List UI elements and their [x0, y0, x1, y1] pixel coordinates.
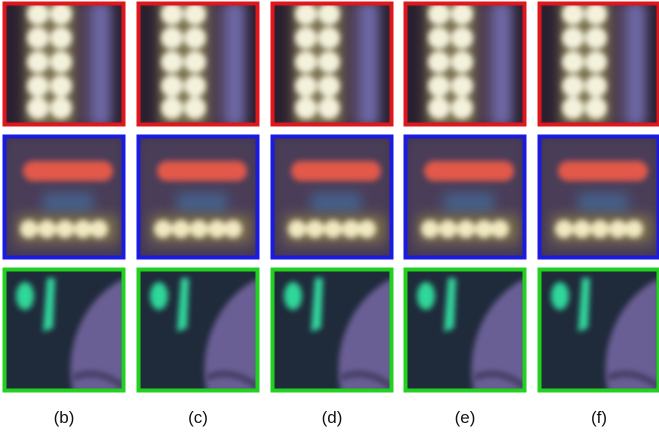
- crop-image: [404, 135, 526, 259]
- image-crop: [538, 135, 659, 259]
- crop-image: [404, 268, 526, 392]
- image-crop: [404, 135, 526, 259]
- image-crop: [3, 0, 125, 127]
- panel-label: (f): [591, 408, 607, 427]
- crop-image: [271, 268, 393, 392]
- crop-image: [271, 135, 393, 259]
- crop-image: [538, 268, 659, 392]
- panel-label: (b): [54, 408, 75, 427]
- crop-image: [404, 0, 526, 127]
- crop-image: [271, 0, 393, 127]
- image-crop: [538, 0, 659, 127]
- crop-image: [137, 268, 259, 392]
- crop-image: [137, 0, 259, 127]
- image-crop: [137, 0, 259, 127]
- crop-image: [3, 0, 125, 127]
- panel-label: (c): [188, 408, 208, 427]
- figure: (b) (c) (d) (e) (f): [0, 0, 659, 438]
- panel-label: (d): [322, 408, 343, 427]
- image-crop: [3, 135, 125, 259]
- crop-image: [3, 268, 125, 392]
- crop-image: [538, 135, 659, 259]
- crop-image: [137, 135, 259, 259]
- page: (b)(c)(d)(e)(f) (() => { const data = JS…: [0, 0, 659, 438]
- image-crop: [3, 268, 125, 392]
- image-crop: [137, 268, 259, 392]
- crop-image: [3, 135, 125, 259]
- image-crop: [137, 135, 259, 259]
- image-crop: [404, 268, 526, 392]
- image-crop: [271, 0, 393, 127]
- panel-label: (e): [455, 408, 476, 427]
- crop-image: [538, 0, 659, 127]
- image-crop: [271, 268, 393, 392]
- image-crop: [271, 135, 393, 259]
- image-crop: [538, 268, 659, 392]
- image-crop: [404, 0, 526, 127]
